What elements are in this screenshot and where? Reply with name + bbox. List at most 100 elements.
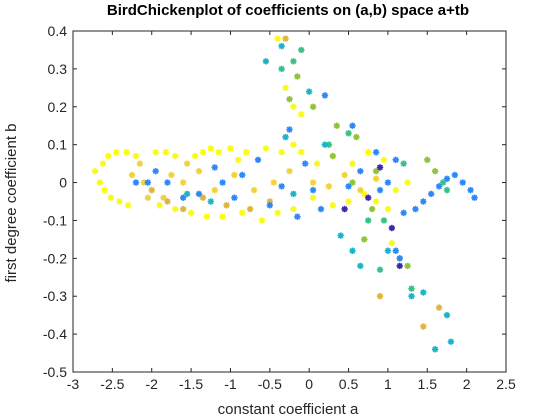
data-point xyxy=(278,65,285,73)
data-point xyxy=(152,149,159,156)
data-point xyxy=(162,149,170,156)
data-point xyxy=(388,224,396,232)
point-series-7 xyxy=(341,164,403,270)
data-point xyxy=(274,209,281,217)
data-point xyxy=(187,209,195,217)
data-point xyxy=(282,84,289,92)
data-point xyxy=(384,247,392,254)
data-point xyxy=(231,171,238,179)
data-point xyxy=(168,171,175,179)
data-point xyxy=(400,160,407,167)
data-point xyxy=(160,194,167,201)
data-point xyxy=(345,198,352,205)
data-point xyxy=(227,145,234,152)
data-point xyxy=(443,175,451,182)
data-point xyxy=(243,149,250,156)
data-point xyxy=(274,35,281,42)
data-point xyxy=(412,205,419,213)
plot-frame xyxy=(72,30,507,373)
x-tick-label: 1 xyxy=(384,376,392,392)
data-point xyxy=(278,183,285,190)
data-point xyxy=(223,202,230,209)
y-tick-label: -0.2 xyxy=(43,250,67,266)
data-points xyxy=(91,35,478,353)
data-point xyxy=(467,186,474,194)
y-axis-ticks: -0.5 -0.4 -0.3 -0.2 -0.1 0 0.1 0.2 0.3 0.4 xyxy=(43,23,506,380)
data-point xyxy=(302,160,309,167)
data-point xyxy=(439,179,447,186)
data-point xyxy=(388,239,396,247)
data-point xyxy=(144,179,151,186)
data-point xyxy=(447,338,455,345)
data-point xyxy=(428,190,435,198)
data-point xyxy=(235,156,242,164)
data-point xyxy=(376,186,384,194)
data-point xyxy=(211,164,218,171)
data-point xyxy=(380,217,388,224)
data-point xyxy=(400,209,407,217)
data-point xyxy=(349,179,356,186)
data-point xyxy=(180,194,187,201)
y-tick-label: -0.1 xyxy=(43,212,67,228)
data-point xyxy=(195,190,203,198)
y-tick-label: 0.2 xyxy=(48,99,68,115)
data-point xyxy=(345,130,352,137)
data-point xyxy=(435,304,443,311)
data-point xyxy=(372,167,380,175)
data-point xyxy=(376,164,384,171)
data-point xyxy=(365,217,372,224)
data-point xyxy=(294,213,301,220)
data-point xyxy=(207,198,214,205)
data-point xyxy=(286,96,293,103)
chart-title: BirdChickenplot of coefficients on (a,b)… xyxy=(107,2,469,19)
data-point xyxy=(420,198,427,205)
point-series-4 xyxy=(278,46,451,292)
y-tick-label: -0.5 xyxy=(43,364,67,380)
data-point xyxy=(199,149,207,156)
point-series-2 xyxy=(148,35,443,330)
x-axis-ticks: -3 -2.5 -2 -1.5 -1 -0.5 0 0.5 1 1.5 2 2.5 xyxy=(67,31,516,392)
x-tick-label: 0 xyxy=(305,376,313,392)
data-point xyxy=(91,167,99,175)
data-point xyxy=(459,179,466,186)
x-tick-label: -1 xyxy=(224,376,237,392)
x-tick-label: -0.5 xyxy=(258,376,282,392)
data-point xyxy=(349,160,356,167)
data-point xyxy=(396,262,403,270)
data-point xyxy=(123,149,130,156)
data-point xyxy=(207,145,214,152)
data-point xyxy=(99,160,107,167)
data-point xyxy=(443,311,451,319)
y-axis-label: first degree coefficient b xyxy=(3,124,20,283)
data-point xyxy=(392,247,399,254)
data-point xyxy=(325,183,333,190)
data-point xyxy=(431,346,439,353)
data-point xyxy=(368,205,376,213)
data-point xyxy=(345,183,352,190)
data-point xyxy=(298,149,305,156)
data-point xyxy=(203,213,211,220)
data-point xyxy=(286,126,293,133)
y-tick-label: -0.3 xyxy=(43,288,67,304)
data-point xyxy=(132,152,140,160)
data-point xyxy=(294,73,301,80)
data-point xyxy=(152,167,159,175)
data-point xyxy=(113,149,120,156)
data-point xyxy=(309,179,317,186)
data-point xyxy=(128,171,136,179)
x-tick-label: 2.5 xyxy=(496,376,516,392)
data-point xyxy=(140,179,148,186)
data-point xyxy=(290,141,297,148)
data-point xyxy=(392,156,399,164)
x-tick-label: 2 xyxy=(463,376,471,392)
data-point xyxy=(254,156,262,164)
data-point xyxy=(278,149,285,156)
data-point xyxy=(365,194,372,201)
data-point xyxy=(250,186,258,194)
data-point xyxy=(408,285,415,292)
data-point xyxy=(183,190,191,198)
y-tick-label: 0.4 xyxy=(48,23,68,39)
data-point xyxy=(431,167,439,175)
x-axis-label: constant coefficient a xyxy=(218,401,359,418)
data-point xyxy=(164,198,171,205)
